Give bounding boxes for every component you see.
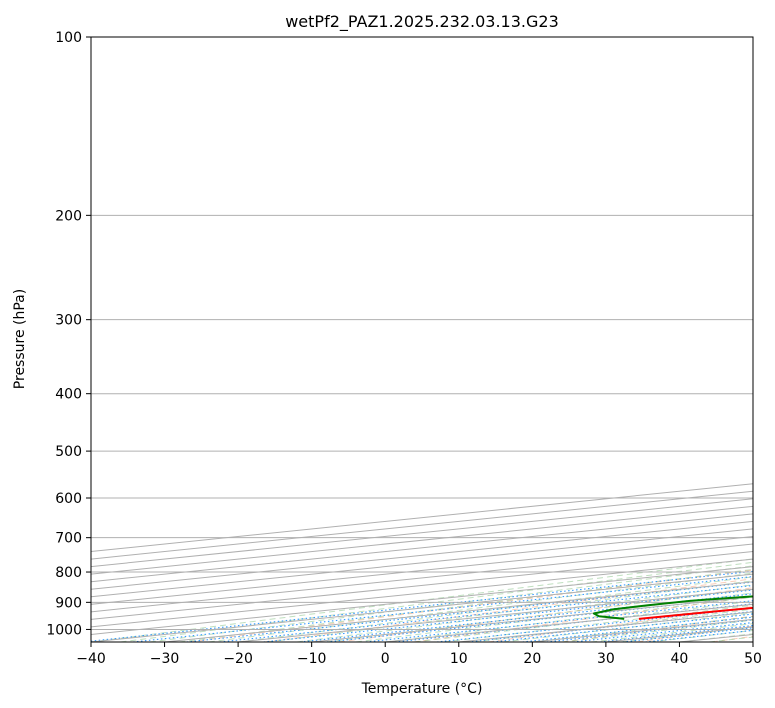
chart-title: wetPf2_PAZ1.2025.232.03.13.G23 (285, 12, 559, 32)
isotherm-gridline (91, 483, 753, 553)
y-tick-label: 200 (55, 208, 82, 224)
isobar-gridlines (91, 37, 753, 630)
moist-adiabat-line (326, 588, 753, 642)
mixing-ratio-line (91, 570, 753, 642)
x-axis-title: Temperature (°C) (361, 681, 483, 697)
y-tick-label: 1000 (46, 622, 82, 638)
x-tick-label: −40 (76, 651, 106, 667)
y-tick-label: 400 (55, 387, 82, 403)
isotherm-gridline (91, 528, 753, 598)
x-tick-label: −30 (150, 651, 180, 667)
y-tick-label: 300 (55, 313, 82, 329)
y-tick-label: 600 (55, 491, 82, 507)
isotherm-gridline (91, 498, 753, 568)
x-tick-label: 0 (381, 651, 390, 667)
moist-adiabat-line (120, 561, 753, 642)
plot-area: 0.10.20.40.611.52346810131620253036-100-… (91, 37, 753, 642)
x-tick-label: −20 (223, 651, 253, 667)
x-tick-label: 40 (671, 651, 689, 667)
x-axis: −40 −30 −20 −10 0 10 20 30 40 50 (76, 642, 762, 667)
x-tick-label: 20 (523, 651, 541, 667)
y-tick-label: 500 (55, 444, 82, 460)
dry-adiabat-line (338, 587, 753, 642)
y-tick-label: 800 (55, 565, 82, 581)
y-axis-title: Pressure (hPa) (12, 289, 28, 389)
dry-adiabats (189, 569, 753, 642)
isotherm-gridline (91, 490, 753, 560)
plot-frame (90, 36, 754, 643)
isotherm-gridline (91, 505, 753, 575)
isotherm-gridline (91, 513, 753, 583)
x-tick-label: −10 (297, 651, 327, 667)
moist-adiabat-line (208, 572, 753, 642)
x-tick-label: 10 (450, 651, 468, 667)
y-tick-label: 900 (55, 595, 82, 611)
isotherm-gridlines (91, 483, 753, 642)
isotherm-gridline (91, 535, 753, 605)
y-tick-label: 700 (55, 531, 82, 547)
isotherm-gridline (91, 520, 753, 590)
y-tick-label: 100 (55, 30, 82, 46)
y-axis: 100 200 300 400 500 600 700 800 900 1000 (46, 30, 91, 638)
moist-adiabat-line (179, 568, 753, 642)
dry-adiabat-line (413, 596, 753, 642)
x-tick-label: 30 (597, 651, 615, 667)
mixing-ratio-line (436, 607, 753, 642)
x-tick-label: 50 (744, 651, 762, 667)
mixing-ratio-line (492, 613, 753, 642)
dry-adiabat-line (189, 569, 753, 642)
